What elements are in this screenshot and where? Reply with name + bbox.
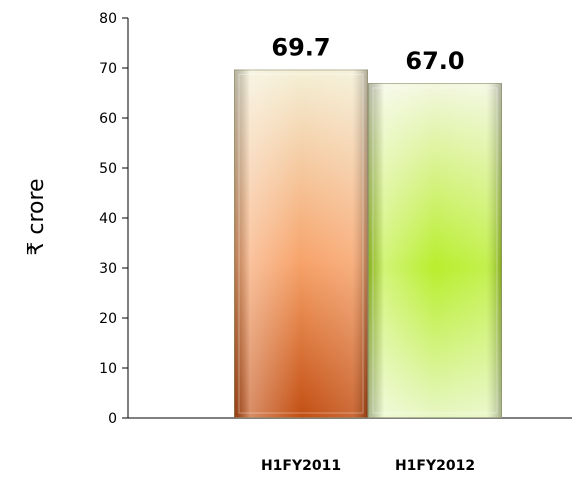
y-tick-label: 10 xyxy=(99,361,117,377)
bar-outline xyxy=(368,83,502,418)
y-tick-label: 20 xyxy=(99,311,117,327)
y-tick-label: 30 xyxy=(99,261,117,277)
bars xyxy=(234,69,502,418)
category-labels: H1FY2011 H1FY2012 xyxy=(261,458,475,474)
y-tick-label: 0 xyxy=(108,411,117,427)
y-tick-label: 80 xyxy=(99,11,117,27)
bar-value-label: 69.7 xyxy=(271,34,330,62)
y-tick-label: 40 xyxy=(99,211,117,227)
bar xyxy=(368,83,502,418)
y-tick-label: 50 xyxy=(99,161,117,177)
bar-sheen xyxy=(368,83,502,418)
bar-outline xyxy=(234,69,368,418)
x-category-label: H1FY2012 xyxy=(395,458,475,474)
bar-sheen xyxy=(234,69,368,418)
data-labels: 69.7 67.0 xyxy=(271,34,464,76)
y-axis-title: ₹ crore xyxy=(24,178,49,255)
y-tick-label: 60 xyxy=(99,111,117,127)
bar-bevel xyxy=(238,74,364,414)
x-category-label: H1FY2011 xyxy=(261,458,341,474)
bar-value-label: 67.0 xyxy=(405,47,464,75)
y-axis: 0 10 20 30 40 50 60 70 80 xyxy=(99,11,129,427)
y-tick-label: 70 xyxy=(99,61,117,77)
bar-bevel xyxy=(372,87,498,414)
bar xyxy=(234,69,368,418)
